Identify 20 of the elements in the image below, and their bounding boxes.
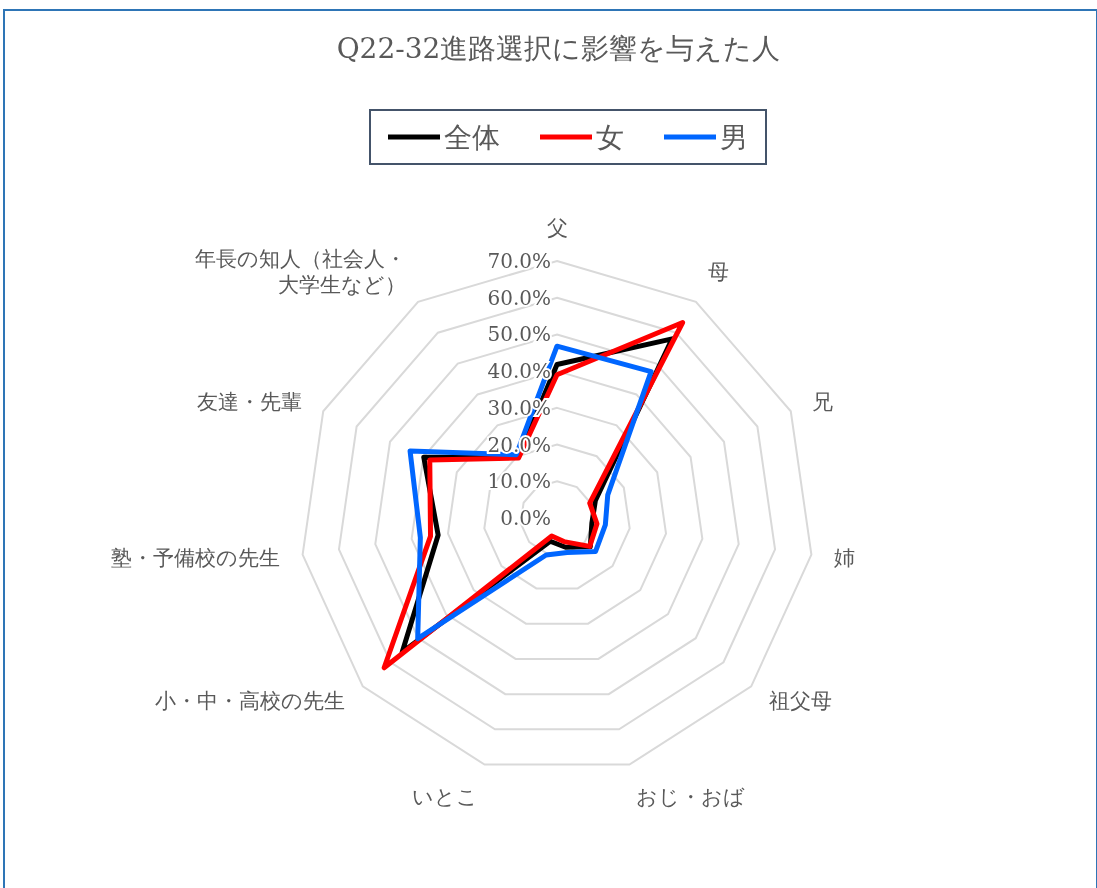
spoke-label: おじ・おば — [635, 784, 745, 809]
y-tick-label: 60.0% — [487, 285, 551, 310]
y-tick-label: 50.0% — [487, 322, 551, 347]
spoke-label: いとこ — [412, 784, 479, 809]
spoke-label: 兄 — [811, 389, 833, 414]
spoke-label: 塾・予備校の先生 — [110, 545, 280, 570]
chart-title: Q22-32進路選択に影響を与えた人 — [336, 32, 781, 65]
y-tick-label: 70.0% — [487, 249, 551, 273]
spoke-label: 母 — [708, 260, 730, 285]
y-tick-label: 10.0% — [487, 469, 551, 494]
spoke-label: 小・中・高校の先生 — [155, 689, 346, 714]
spoke-label: 姉 — [834, 545, 856, 570]
spoke-label: 父 — [546, 215, 568, 240]
spoke-label: 祖父母 — [768, 689, 832, 714]
legend-label: 女 — [596, 121, 624, 154]
spoke-label: 年長の知人（社会人・大学生など） — [194, 247, 406, 298]
y-tick-label: 0.0% — [500, 506, 551, 530]
spoke-label: 友達・先輩 — [197, 389, 303, 414]
legend-label: 全体 — [444, 121, 500, 154]
legend-label: 男 — [720, 121, 748, 154]
